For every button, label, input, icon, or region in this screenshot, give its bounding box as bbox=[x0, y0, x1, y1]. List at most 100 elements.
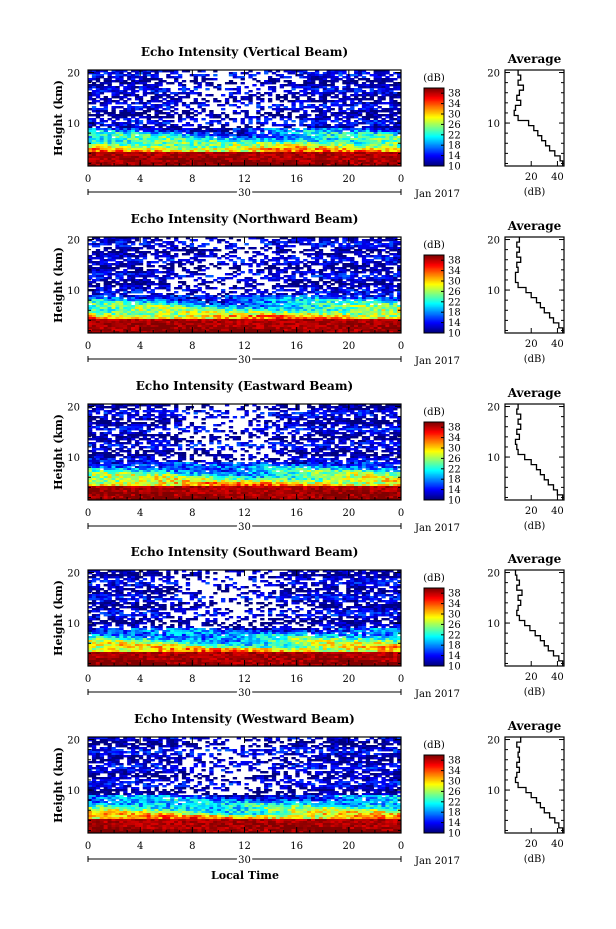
heatmap-cell bbox=[115, 267, 120, 270]
heatmap-cell bbox=[279, 118, 285, 121]
heatmap-cell bbox=[318, 122, 324, 125]
heatmap-cell bbox=[322, 104, 328, 107]
heatmap-cell bbox=[119, 76, 124, 79]
heatmap-cell bbox=[381, 259, 386, 262]
heatmap-cell bbox=[138, 88, 144, 91]
heatmap-cell bbox=[299, 122, 304, 125]
heatmap-cell bbox=[314, 275, 320, 278]
heatmap-cell bbox=[248, 120, 253, 123]
heatmap-cell bbox=[279, 277, 285, 280]
heatmap-cell bbox=[314, 140, 320, 143]
heatmap-cell bbox=[146, 78, 151, 81]
heatmap-cell bbox=[232, 110, 238, 113]
heatmap-cell bbox=[354, 82, 359, 85]
heatmap-cell bbox=[209, 275, 214, 278]
heatmap-cell bbox=[256, 291, 261, 294]
heatmap-cell bbox=[373, 112, 378, 115]
heatmap-cell bbox=[127, 128, 132, 131]
heatmap-cell bbox=[138, 78, 144, 81]
heatmap-cell bbox=[209, 122, 214, 125]
heatmap-cell bbox=[205, 275, 210, 278]
heatmap-cell bbox=[232, 72, 238, 75]
heatmap-cell bbox=[131, 291, 136, 294]
heatmap-cell bbox=[303, 84, 308, 87]
heatmap-cell bbox=[221, 295, 226, 298]
heatmap-cell bbox=[134, 90, 140, 93]
heatmap-cell bbox=[338, 122, 343, 125]
heatmap-cell bbox=[170, 144, 175, 147]
heatmap-cell bbox=[279, 108, 285, 111]
heatmap-cell bbox=[397, 84, 402, 87]
heatmap-cell bbox=[377, 124, 382, 127]
heatmap-cell bbox=[295, 138, 300, 141]
heatmap-cell bbox=[381, 118, 386, 121]
heatmap-cell bbox=[373, 241, 378, 244]
heatmap-cell bbox=[88, 88, 93, 91]
heatmap-cell bbox=[99, 110, 105, 113]
heatmap-cell bbox=[185, 92, 191, 95]
heatmap-cell bbox=[123, 136, 128, 139]
heatmap-cell bbox=[115, 144, 120, 147]
heatmap-cell bbox=[279, 144, 285, 147]
heatmap-cell bbox=[291, 142, 296, 145]
heatmap-cell bbox=[99, 90, 105, 93]
heatmap-cell bbox=[232, 88, 238, 91]
heatmap-cell bbox=[232, 255, 238, 258]
heatmap-cell bbox=[346, 96, 351, 99]
heatmap-cell bbox=[240, 144, 245, 147]
heatmap-cell bbox=[142, 289, 148, 292]
heatmap-cell bbox=[95, 94, 101, 97]
heatmap-cell bbox=[138, 102, 144, 105]
heatmap-cell bbox=[354, 114, 359, 117]
heatmap-cell bbox=[111, 86, 116, 89]
heatmap-cell bbox=[369, 94, 375, 97]
heatmap-cell bbox=[322, 124, 328, 127]
heatmap-cell bbox=[326, 72, 331, 75]
heatmap-cell bbox=[330, 114, 335, 117]
heatmap-cell bbox=[357, 136, 363, 139]
heatmap-cell bbox=[397, 74, 402, 77]
heatmap-cell bbox=[389, 126, 394, 129]
heatmap-cell bbox=[131, 267, 136, 270]
heatmap-cell bbox=[389, 114, 394, 117]
heatmap-cell bbox=[295, 134, 300, 137]
heatmap-cell bbox=[107, 84, 112, 87]
heatmap-cell bbox=[201, 74, 206, 77]
heatmap-cell bbox=[150, 140, 155, 143]
heatmap-cell bbox=[369, 124, 375, 127]
heatmap-cell bbox=[275, 98, 281, 101]
heatmap-cell bbox=[283, 281, 288, 284]
heatmap-cell bbox=[185, 88, 191, 91]
heatmap-cell bbox=[95, 144, 101, 147]
heatmap-cell bbox=[193, 273, 198, 276]
heatmap-cell bbox=[127, 130, 132, 133]
heatmap-cell bbox=[264, 142, 269, 145]
heatmap-cell bbox=[322, 116, 328, 119]
heatmap-cell bbox=[373, 94, 378, 97]
heatmap-cell bbox=[240, 76, 245, 79]
heatmap-cell bbox=[369, 80, 375, 83]
heatmap-cell bbox=[138, 128, 144, 131]
heatmap-cell bbox=[240, 118, 245, 121]
heatmap-cell bbox=[158, 239, 163, 242]
heatmap-cell bbox=[311, 132, 316, 135]
heatmap-cell bbox=[177, 74, 183, 77]
heatmap-cell bbox=[154, 136, 159, 139]
heatmap-cell bbox=[213, 78, 218, 81]
heatmap-cell bbox=[158, 265, 163, 268]
heatmap-cell bbox=[150, 96, 155, 99]
average-x-tick-label: 20 bbox=[525, 172, 538, 183]
heatmap-cell bbox=[232, 76, 238, 79]
heatmap-cell bbox=[354, 92, 359, 95]
heatmap-cell bbox=[287, 116, 292, 119]
heatmap-cell bbox=[213, 130, 218, 133]
heatmap-cell bbox=[318, 287, 324, 290]
heatmap-cell bbox=[385, 78, 390, 81]
heatmap-cell bbox=[354, 134, 359, 137]
heatmap-cell bbox=[131, 88, 136, 91]
heatmap-cell bbox=[385, 120, 390, 123]
heatmap-cell bbox=[201, 273, 206, 276]
heatmap-cell bbox=[314, 92, 320, 95]
heatmap-cell bbox=[369, 283, 375, 286]
heatmap-cell bbox=[228, 273, 234, 276]
